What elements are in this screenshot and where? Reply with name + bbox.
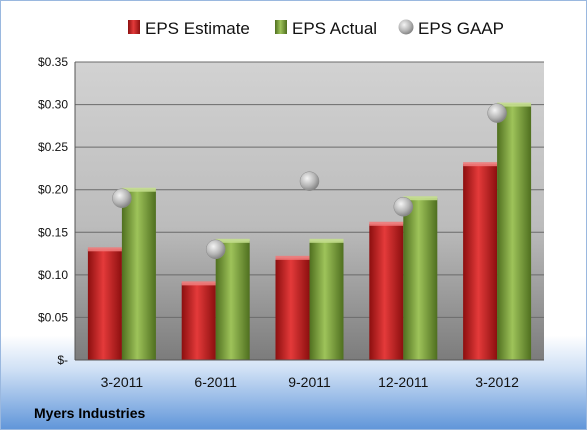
bar-eps-actual-top — [497, 102, 532, 107]
bar-eps-estimate-top — [463, 162, 498, 167]
bar-eps-actual — [121, 189, 156, 360]
y-tick-label: $0.20 — [38, 183, 68, 197]
bar-eps-actual-top — [121, 187, 156, 192]
bar-eps-estimate — [369, 223, 404, 360]
bar-eps-actual — [497, 104, 532, 360]
bar-eps-estimate-top — [369, 221, 404, 226]
y-tick-label: $0.30 — [38, 98, 68, 112]
y-tick-label: $- — [57, 353, 68, 367]
marker-eps-gaap — [205, 239, 226, 260]
bar-eps-estimate-top — [275, 255, 310, 260]
x-tick-label: 6-2011 — [194, 374, 237, 390]
bar-eps-estimate-top — [181, 281, 216, 286]
x-tick-label: 12-2011 — [378, 374, 429, 390]
bar-eps-estimate — [275, 257, 310, 360]
y-tick-label: $0.25 — [38, 140, 68, 154]
bars — [87, 102, 532, 360]
bar-eps-actual — [215, 240, 250, 360]
legend-label-eps-actual: EPS Actual — [292, 19, 377, 38]
marker-eps-gaap — [487, 103, 507, 123]
x-tick-label: 3-2012 — [475, 374, 519, 390]
gaap-markers — [112, 103, 507, 260]
bar-eps-estimate-top — [87, 247, 122, 252]
legend-swatch-eps-estimate — [128, 20, 140, 34]
bar-eps-estimate — [181, 283, 216, 360]
y-axis-ticks: $- $0.05 $0.10 $0.15 $0.20 $0.25 $0.30 $0.35 — [38, 55, 68, 367]
marker-eps-gaap — [393, 196, 414, 217]
legend-label-eps-gaap: EPS GAAP — [418, 19, 504, 38]
y-tick-label: $0.05 — [38, 310, 68, 324]
bar-eps-actual — [403, 198, 438, 360]
x-tick-label: 9-2011 — [288, 374, 331, 390]
y-tick-label: $0.10 — [38, 268, 68, 282]
bar-eps-estimate — [87, 249, 122, 360]
x-axis-ticks: 3-2011 6-2011 9-2011 12-2011 3-2012 — [101, 374, 519, 390]
bar-eps-actual-top — [309, 238, 344, 243]
legend-marker-eps-gaap — [398, 19, 414, 35]
bar-eps-estimate — [463, 164, 498, 360]
y-tick-label: $0.35 — [38, 55, 68, 69]
x-tick-label: 3-2011 — [101, 374, 144, 390]
legend: EPS Estimate EPS Actual EPS GAAP — [128, 19, 504, 38]
bar-eps-actual-top — [403, 196, 438, 201]
bar-eps-actual-top — [215, 238, 250, 243]
legend-swatch-eps-actual — [275, 20, 287, 34]
marker-eps-gaap — [299, 171, 320, 191]
marker-eps-gaap — [112, 188, 132, 208]
bar-eps-actual — [309, 240, 344, 360]
company-name: Myers Industries — [34, 405, 145, 421]
y-tick-label: $0.15 — [38, 225, 68, 239]
legend-label-eps-estimate: EPS Estimate — [145, 19, 250, 38]
